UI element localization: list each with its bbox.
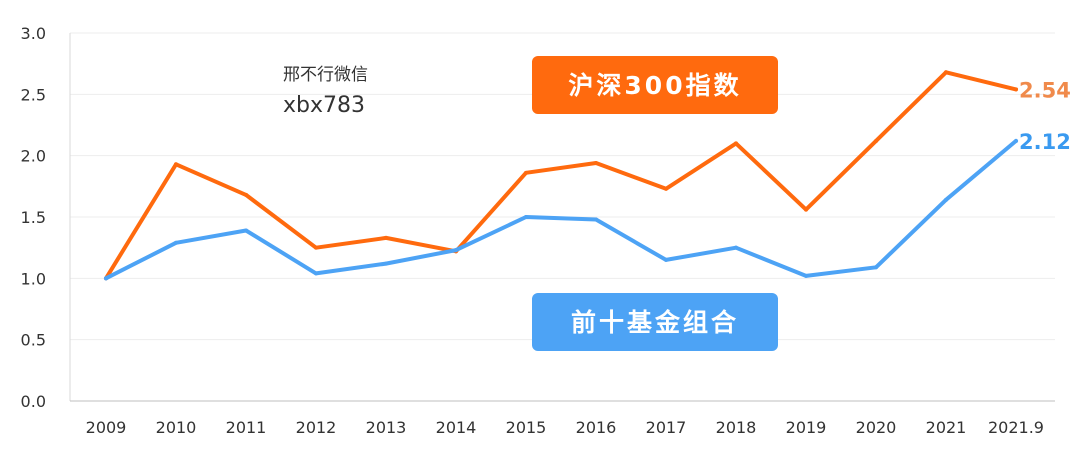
x-tick-label: 2011 [226, 418, 267, 437]
x-tick-label: 2019 [786, 418, 827, 437]
x-tick-label: 2021 [926, 418, 967, 437]
label-layer: 2.54 2.12 [1019, 78, 1071, 154]
legend-badge-hs300: 沪深300指数 [532, 56, 778, 114]
watermark-line2: xbx783 [283, 93, 365, 118]
series-0-point [944, 70, 948, 75]
series-1-point [244, 228, 248, 233]
series-0-point [244, 192, 248, 197]
series-0-point [804, 207, 808, 212]
x-tick-label: 2017 [646, 418, 687, 437]
series-0-point [524, 170, 528, 175]
x-tick-label: 2020 [856, 418, 897, 437]
x-tick-label: 2013 [366, 418, 407, 437]
series-1-point [524, 215, 528, 219]
series-0-point [594, 161, 598, 166]
series-0-point [874, 138, 878, 143]
y-tick-label: 0.0 [21, 392, 46, 411]
x-tick-label: 2014 [436, 418, 477, 437]
series-1-end-label: 2.12 [1019, 130, 1071, 154]
y-tick-label: 2.5 [21, 85, 46, 104]
series-0-point [384, 235, 388, 240]
legend-badge-fund: 前十基金组合 [532, 293, 778, 351]
series-1-point [594, 217, 598, 222]
x-tick-label: 2010 [156, 418, 197, 437]
x-tick-label: 2021.9 [988, 418, 1044, 437]
series-1-point [104, 276, 108, 281]
x-tick-label: 2018 [716, 418, 757, 437]
y-tick-label: 1.0 [21, 269, 46, 288]
x-tick-label: 2012 [296, 418, 337, 437]
series-1-point [804, 273, 808, 278]
series-1-point [454, 248, 458, 253]
x-tick-label: 2016 [576, 418, 617, 437]
legend-badge-hs300-bg [532, 56, 778, 114]
series-1-point [734, 245, 738, 250]
series-0-point [1014, 87, 1018, 92]
series-0-point [174, 162, 178, 167]
series-layer [104, 70, 1018, 281]
series-line-1 [104, 138, 1018, 281]
x-tick-label: 2015 [506, 418, 547, 437]
legend-badge-fund-bg [532, 293, 778, 351]
series-1-point [664, 257, 668, 262]
series-1-point [384, 261, 388, 266]
axis-layer: 0.0 0.5 1.0 1.5 2.0 2.5 3.0 2009 2010 2011 2012 201… [21, 24, 1055, 437]
series-0-end-label: 2.54 [1019, 78, 1071, 102]
series-0-point [314, 245, 318, 250]
legend-label-fund: 前十基金组合 [571, 308, 739, 337]
series-1-point [944, 197, 948, 202]
series-1-point [1014, 138, 1018, 143]
series-1-point [314, 271, 318, 276]
series-0-point [734, 141, 738, 146]
y-tick-label: 2.0 [21, 147, 46, 166]
y-tick-label: 3.0 [21, 24, 46, 43]
series-1-point [174, 240, 178, 245]
watermark-line1: 邢不行微信 [283, 65, 368, 85]
series-line-0 [104, 70, 1018, 281]
series-1-point [874, 265, 878, 270]
y-tick-label: 1.5 [21, 208, 46, 227]
series-0-point [664, 186, 668, 191]
legend-label-hs300: 沪深300指数 [568, 71, 741, 100]
x-tick-label: 2009 [86, 418, 127, 437]
y-tick-label: 0.5 [21, 331, 46, 350]
